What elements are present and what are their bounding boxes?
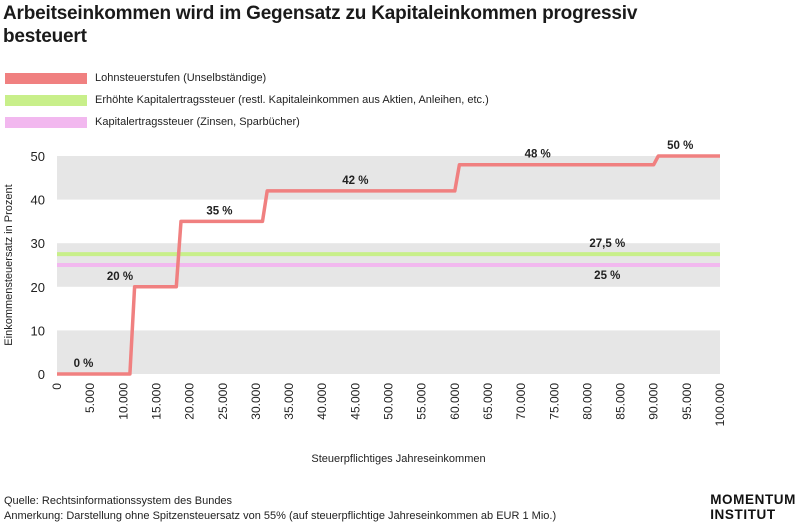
x-tick-label: 100.000 — [713, 383, 727, 427]
y-tick-label: 40 — [31, 193, 45, 208]
x-tick-label: 0 — [50, 383, 64, 390]
x-tick-label: 5.000 — [83, 383, 97, 413]
legend-swatch-erhoehte-kest — [5, 94, 87, 106]
legend-item-kest: Kapitalertragssteuer (Zinsen, Sparbücher… — [5, 111, 489, 133]
x-tick-label: 10.000 — [116, 383, 130, 420]
y-axis-label: Einkommensteuersatz in Prozent — [3, 184, 15, 345]
data-label: 48 % — [525, 149, 551, 161]
data-label: 25 % — [594, 270, 620, 282]
logo-line-1: MOMENTUM — [710, 492, 796, 507]
x-tick-label: 60.000 — [448, 383, 462, 420]
data-label: 27,5 % — [589, 238, 625, 250]
x-tick-label: 50.000 — [382, 383, 396, 420]
x-tick-label: 75.000 — [547, 383, 561, 420]
footer: Quelle: Rechtsinformationssystem des Bun… — [4, 494, 556, 524]
y-tick-label: 50 — [31, 149, 45, 164]
chart-title: Arbeitseinkommen wird im Gegensatz zu Ka… — [3, 3, 638, 47]
tax-rate-chart: 0 10 20 30 40 50 Einkommensteuersatz in Prozen… — [3, 140, 727, 465]
x-tick-label: 95.000 — [680, 383, 694, 420]
legend-swatch-kest — [5, 116, 87, 128]
x-tick-label: 85.000 — [614, 383, 628, 420]
x-tick-label: 25.000 — [216, 383, 230, 420]
x-tick-label: 65.000 — [481, 383, 495, 420]
grid-band — [57, 330, 720, 374]
legend-label-erhoehte-kest: Erhöhte Kapitalertragssteuer (restl. Kap… — [95, 94, 489, 106]
x-tick-label: 90.000 — [647, 383, 661, 420]
legend-label-kest: Kapitalertragssteuer (Zinsen, Sparbücher… — [95, 116, 300, 128]
annotation-note: Anmerkung: Darstellung ohne Spitzensteue… — [4, 510, 557, 522]
data-label: 50 % — [667, 140, 693, 152]
data-label: 0 % — [74, 358, 94, 370]
momentum-institut-logo: MOMENTUM INSTITUT — [710, 492, 796, 522]
data-label: 35 % — [206, 205, 232, 217]
legend-swatch-lohnsteuer — [5, 72, 87, 84]
legend-item-lohnsteuer: Lohnsteuerstufen (Unselbständige) — [5, 67, 489, 89]
x-tick-label: 15.000 — [149, 383, 163, 420]
x-tick-label: 80.000 — [580, 383, 594, 420]
legend-item-erhoehte-kest: Erhöhte Kapitalertragssteuer (restl. Kap… — [5, 89, 489, 111]
data-label: 42 % — [342, 175, 368, 187]
x-tick-label: 70.000 — [514, 383, 528, 420]
legend: Lohnsteuerstufen (Unselbständige) Erhöht… — [5, 67, 489, 133]
x-axis-label: Steuerpflichtiges Jahreseinkommen — [311, 453, 485, 465]
grid-band — [57, 156, 720, 200]
y-tick-label: 0 — [38, 367, 45, 382]
x-tick-label: 30.000 — [249, 383, 263, 420]
x-tick-label: 55.000 — [415, 383, 429, 420]
y-tick-label: 20 — [31, 280, 45, 295]
y-tick-label: 30 — [31, 236, 45, 251]
x-tick-label: 45.000 — [348, 383, 362, 420]
series-line-lohnsteuer — [57, 154, 720, 376]
legend-label-lohnsteuer: Lohnsteuerstufen (Unselbständige) — [95, 72, 267, 84]
data-label: 20 % — [107, 271, 133, 283]
y-tick-label: 10 — [31, 323, 45, 338]
x-tick-label: 20.000 — [183, 383, 197, 420]
x-tick-label: 35.000 — [282, 383, 296, 420]
logo-line-2: INSTITUT — [710, 507, 776, 522]
source-note: Quelle: Rechtsinformationssystem des Bun… — [4, 495, 233, 507]
x-tick-label: 40.000 — [315, 383, 329, 420]
